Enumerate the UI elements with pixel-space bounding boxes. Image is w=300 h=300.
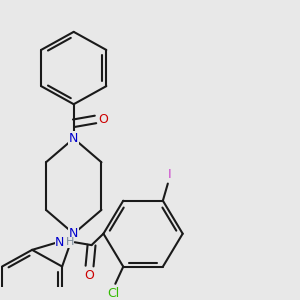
Text: N: N (69, 132, 78, 145)
Text: O: O (85, 269, 94, 282)
Text: I: I (168, 167, 172, 181)
Text: N: N (69, 227, 78, 240)
Text: N: N (55, 236, 64, 249)
Text: H: H (66, 237, 74, 247)
Text: O: O (98, 113, 108, 126)
Text: Cl: Cl (107, 287, 119, 300)
